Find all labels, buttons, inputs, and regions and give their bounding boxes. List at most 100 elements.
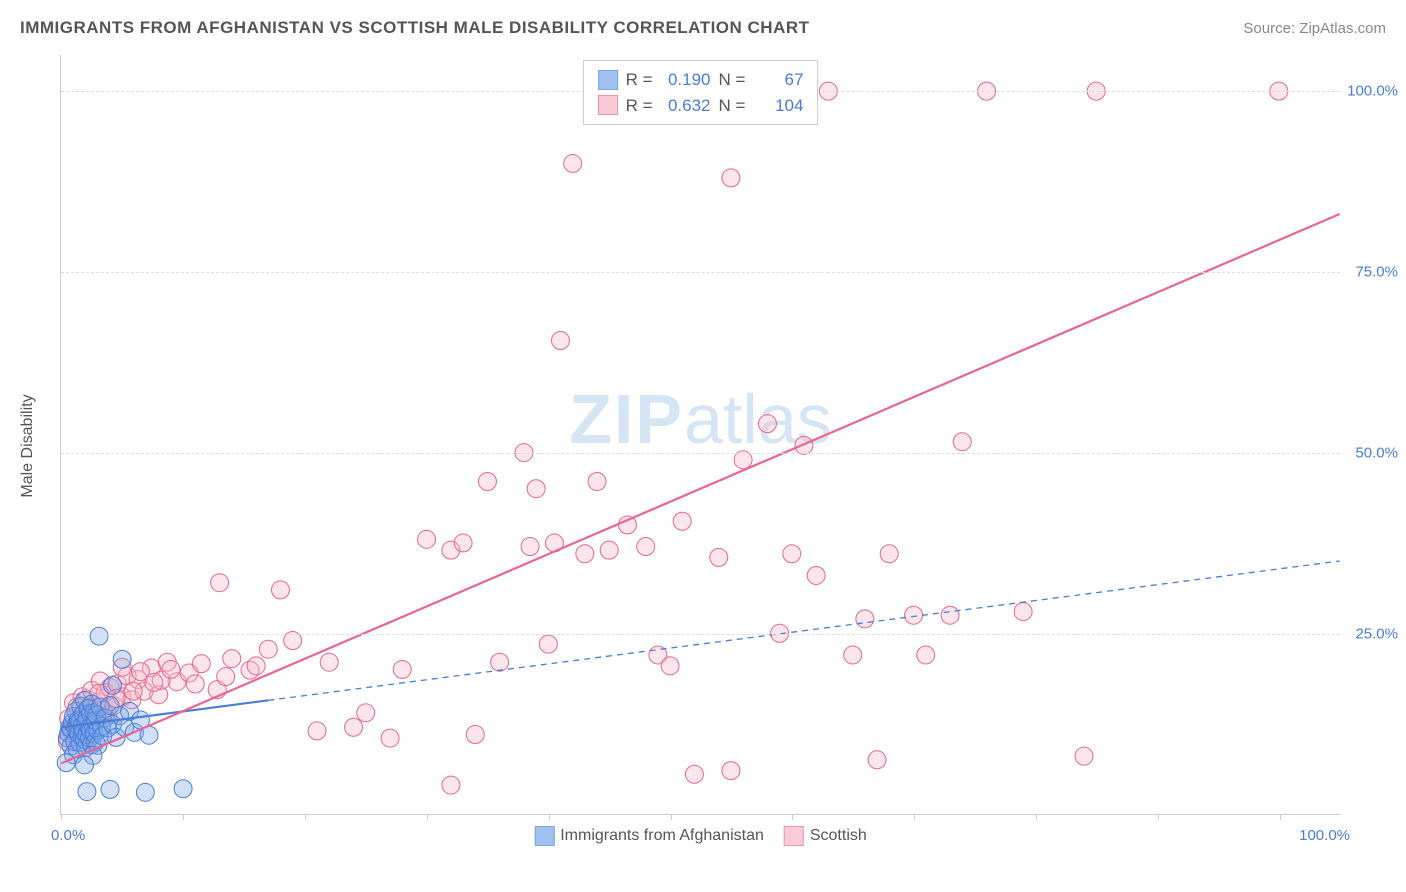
data-point [271, 581, 289, 599]
data-point [783, 545, 801, 563]
legend-item-scottish: Scottish [784, 826, 867, 846]
data-point [136, 783, 154, 801]
legend-row-afghan: R = 0.190 N = 67 [598, 67, 804, 93]
x-tick [1158, 814, 1159, 820]
data-point [211, 574, 229, 592]
data-point [145, 673, 163, 691]
data-point [442, 776, 460, 794]
data-point [941, 606, 959, 624]
series-legend: Immigrants from Afghanistan Scottish [534, 826, 867, 846]
source-prefix: Source: [1243, 20, 1299, 37]
data-point [393, 660, 411, 678]
data-point [661, 657, 679, 675]
gridline [61, 634, 1340, 635]
data-point [880, 545, 898, 563]
data-point [162, 660, 180, 678]
x-tick [792, 814, 793, 820]
x-tick [427, 814, 428, 820]
data-point [174, 780, 192, 798]
x-tick [61, 814, 62, 820]
data-point [710, 548, 728, 566]
data-point [917, 646, 935, 664]
data-point [673, 512, 691, 530]
data-point [103, 676, 121, 694]
r-value-scottish: 0.632 [661, 93, 711, 119]
chart-source: Source: ZipAtlas.com [1243, 20, 1386, 37]
x-tick [914, 814, 915, 820]
data-point [454, 534, 472, 552]
source-name: ZipAtlas.com [1299, 20, 1386, 37]
gridline [61, 453, 1340, 454]
data-point [527, 480, 545, 498]
data-point [600, 541, 618, 559]
data-point [1075, 747, 1093, 765]
data-point [223, 650, 241, 668]
trend-line [61, 214, 1339, 763]
legend-row-scottish: R = 0.632 N = 104 [598, 93, 804, 119]
data-point [217, 668, 235, 686]
x-tick [305, 814, 306, 820]
data-point [588, 472, 606, 490]
plot-area: ZIPatlas R = 0.190 N = 67 R = 0.632 N = … [60, 55, 1340, 815]
data-point [124, 682, 142, 700]
data-point [381, 729, 399, 747]
r-value-afghan: 0.190 [661, 67, 711, 93]
n-value-afghan: 67 [753, 67, 803, 93]
y-tick-label: 100.0% [1347, 83, 1398, 100]
data-point [1014, 603, 1032, 621]
data-point [576, 545, 594, 563]
trend-line-extrapolated [268, 561, 1339, 700]
data-point [478, 472, 496, 490]
data-point [75, 756, 93, 774]
x-axis-max-label: 100.0% [1299, 827, 1350, 844]
data-point [491, 653, 509, 671]
legend-label-scottish: Scottish [810, 827, 867, 845]
data-point [57, 754, 75, 772]
chart-title: IMMIGRANTS FROM AFGHANISTAN VS SCOTTISH … [20, 18, 810, 38]
data-point [758, 415, 776, 433]
data-point [844, 646, 862, 664]
data-point [722, 169, 740, 187]
data-point [905, 606, 923, 624]
data-point [564, 154, 582, 172]
y-tick-label: 25.0% [1355, 626, 1398, 643]
swatch-afghan [598, 70, 618, 90]
gridline [61, 272, 1340, 273]
x-tick [549, 814, 550, 820]
data-point [807, 566, 825, 584]
x-tick [183, 814, 184, 820]
x-tick [1036, 814, 1037, 820]
swatch-scottish-icon [784, 826, 804, 846]
data-point [78, 783, 96, 801]
data-point [521, 538, 539, 556]
r-label: R = [626, 67, 653, 93]
data-point [685, 765, 703, 783]
data-point [637, 538, 655, 556]
data-point [308, 722, 326, 740]
data-point [418, 530, 436, 548]
data-point [722, 762, 740, 780]
data-point [552, 332, 570, 350]
data-point [357, 704, 375, 722]
data-point [320, 653, 338, 671]
swatch-scottish [598, 95, 618, 115]
data-point [466, 725, 484, 743]
r-label: R = [626, 93, 653, 119]
data-point [539, 635, 557, 653]
correlation-legend: R = 0.190 N = 67 R = 0.632 N = 104 [583, 60, 819, 125]
x-axis-min-label: 0.0% [51, 827, 85, 844]
n-value-scottish: 104 [753, 93, 803, 119]
x-tick [1280, 814, 1281, 820]
x-tick [671, 814, 672, 820]
data-point [101, 780, 119, 798]
chart-header: IMMIGRANTS FROM AFGHANISTAN VS SCOTTISH … [20, 18, 1386, 38]
y-tick-label: 50.0% [1355, 445, 1398, 462]
y-tick-label: 75.0% [1355, 264, 1398, 281]
data-point [113, 650, 131, 668]
legend-item-afghan: Immigrants from Afghanistan [534, 826, 764, 846]
data-point [192, 655, 210, 673]
data-point [953, 433, 971, 451]
data-point [345, 718, 363, 736]
legend-label-afghan: Immigrants from Afghanistan [560, 827, 764, 845]
data-point [90, 627, 108, 645]
